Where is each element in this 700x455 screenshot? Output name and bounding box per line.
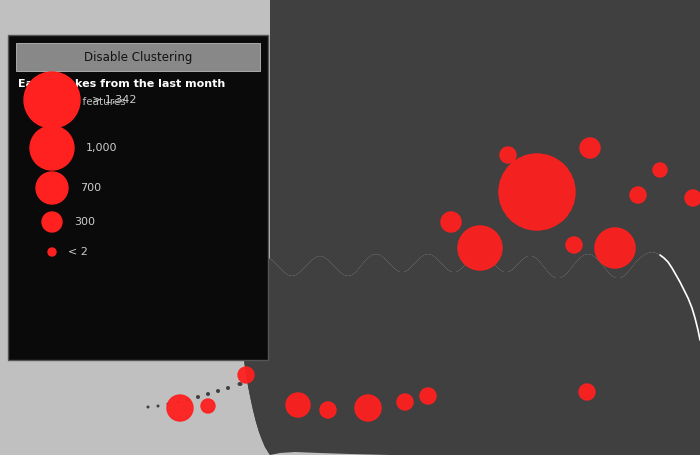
Ellipse shape [414,335,456,353]
Polygon shape [630,54,658,68]
Circle shape [30,126,74,170]
Text: < 2: < 2 [68,247,88,257]
Circle shape [397,394,413,410]
Ellipse shape [249,378,255,383]
Ellipse shape [302,360,314,368]
Circle shape [355,395,381,421]
Circle shape [500,147,516,163]
Ellipse shape [186,399,190,401]
Ellipse shape [287,364,297,371]
Circle shape [24,72,80,128]
Circle shape [630,187,646,203]
Ellipse shape [176,400,179,404]
Polygon shape [242,252,700,455]
Circle shape [580,138,600,158]
Ellipse shape [361,346,383,358]
Circle shape [653,163,667,177]
Ellipse shape [167,403,169,405]
Circle shape [595,228,635,268]
Circle shape [441,212,461,232]
Circle shape [320,402,336,418]
Polygon shape [242,0,700,455]
Circle shape [579,384,595,400]
Ellipse shape [226,386,230,390]
Ellipse shape [237,382,242,386]
Polygon shape [618,70,630,79]
Text: > 1,342: > 1,342 [92,95,136,105]
Polygon shape [316,56,336,67]
Ellipse shape [146,405,150,409]
FancyBboxPatch shape [8,35,268,360]
Text: Disable Clustering: Disable Clustering [84,51,192,64]
Ellipse shape [274,369,282,375]
Ellipse shape [319,355,333,364]
Ellipse shape [260,374,267,379]
Circle shape [48,248,56,256]
Ellipse shape [196,395,200,399]
Circle shape [201,399,215,413]
Circle shape [499,154,575,230]
Circle shape [566,237,582,253]
Ellipse shape [206,392,210,396]
Polygon shape [290,72,302,80]
Text: Earthquakes from the last month: Earthquakes from the last month [18,79,225,89]
Text: 1,000: 1,000 [86,143,118,153]
Ellipse shape [386,341,414,355]
Circle shape [420,388,436,404]
Circle shape [42,212,62,232]
FancyBboxPatch shape [16,43,260,71]
Polygon shape [676,45,692,56]
Ellipse shape [157,404,160,408]
Polygon shape [302,65,316,74]
Polygon shape [656,42,666,50]
Circle shape [238,367,254,383]
Text: 300: 300 [74,217,95,227]
Circle shape [685,190,700,206]
Polygon shape [660,0,700,340]
Circle shape [458,226,502,270]
Polygon shape [608,80,618,88]
Text: Number of features: Number of features [24,97,126,107]
Ellipse shape [339,351,357,361]
Circle shape [286,393,310,417]
Ellipse shape [216,389,220,393]
Text: 700: 700 [80,183,101,193]
Circle shape [167,395,193,421]
Circle shape [36,172,68,204]
